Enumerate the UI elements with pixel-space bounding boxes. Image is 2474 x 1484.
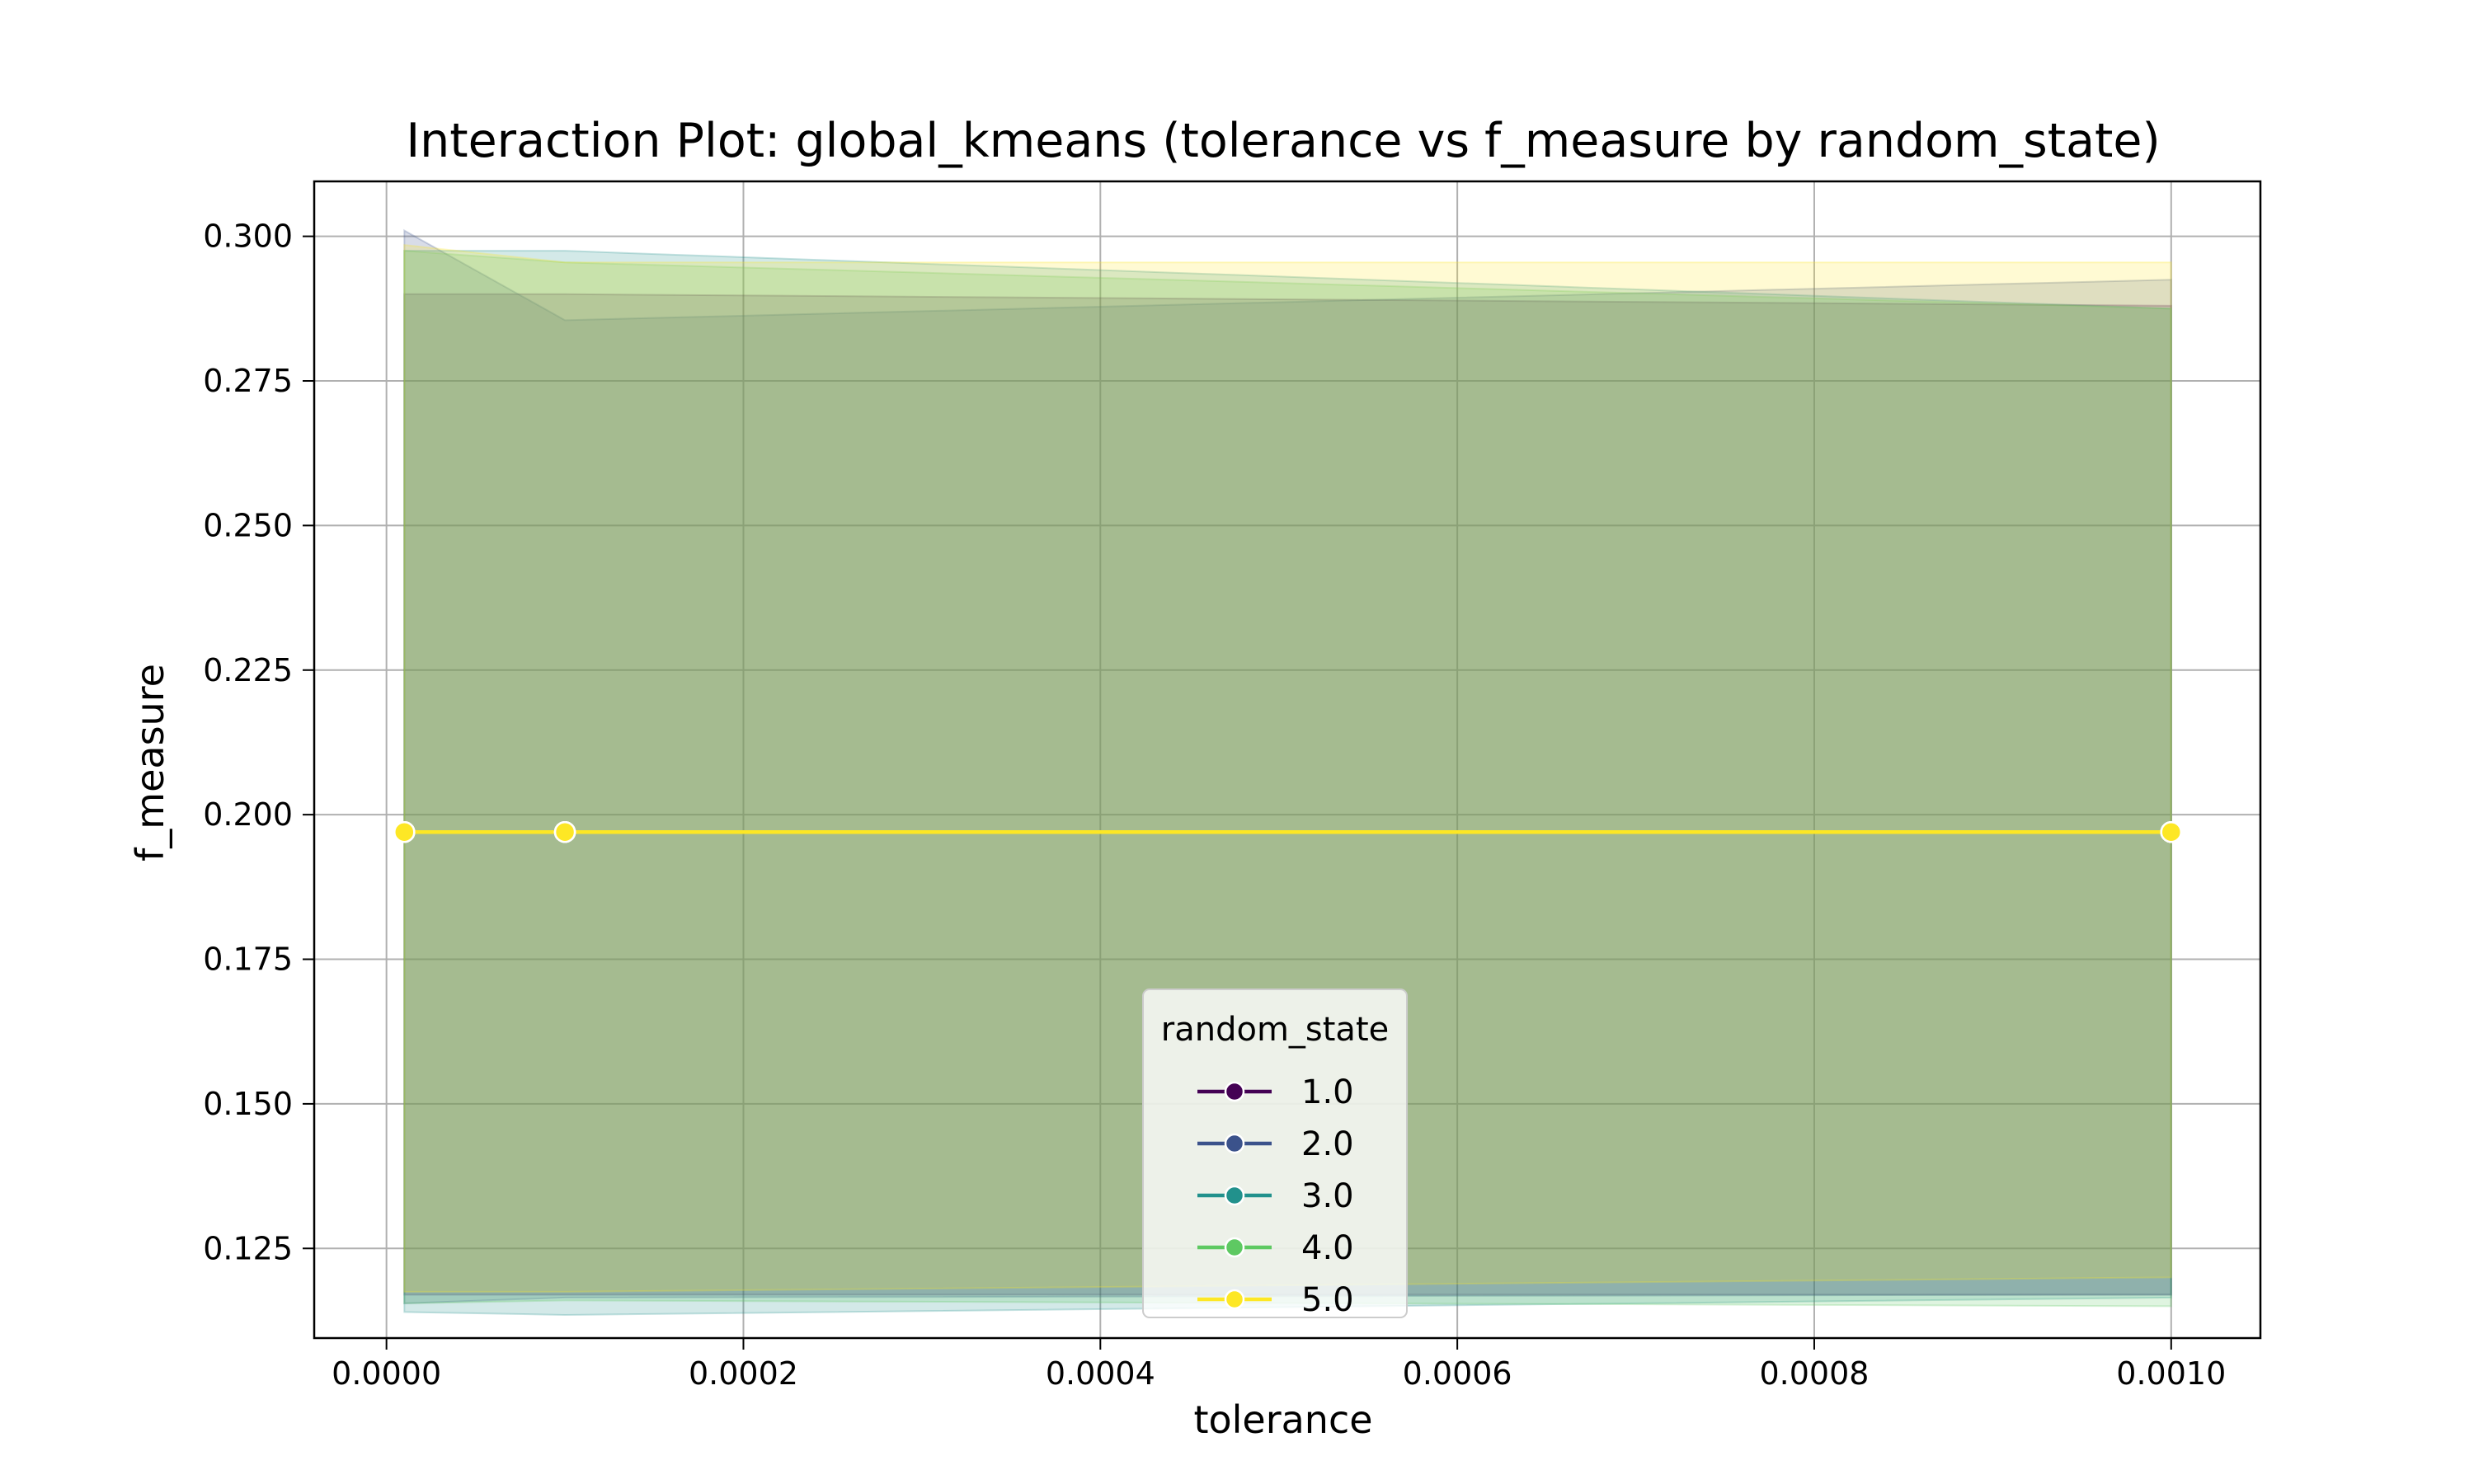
y-axis-label: f_measure (128, 664, 172, 862)
y-tick-label: 0.175 (203, 942, 293, 978)
y-tick-label: 0.250 (203, 507, 293, 543)
series-markers (393, 820, 2183, 843)
y-tick-label: 0.200 (203, 796, 293, 833)
y-tick-label: 0.125 (203, 1230, 293, 1266)
legend-swatch-marker-1.0 (1224, 1081, 1245, 1102)
x-tick-label: 0.0008 (1759, 1355, 1869, 1392)
legend-items: 1.0 2.0 3.0 4.0 5.0 (1197, 1073, 1354, 1319)
legend-label-1.0: 1.0 (1301, 1073, 1354, 1111)
data-point-5.0 (553, 820, 576, 843)
ci-band-2.0 (403, 228, 2172, 1304)
chart-title: Interaction Plot: global_kmeans (toleran… (406, 114, 2160, 168)
x-tick-label: 0.0000 (332, 1355, 441, 1392)
legend-label-2.0: 2.0 (1301, 1125, 1354, 1163)
legend-title: random_state (1161, 1011, 1389, 1049)
confidence-bands (403, 228, 2172, 1316)
y-tick-label: 0.150 (203, 1086, 293, 1122)
legend-swatch-marker-3.0 (1224, 1185, 1245, 1206)
plot-frame (313, 180, 2262, 1340)
axis-ticks: 0.0000 0.0002 0.0004 0.0006 0.0008 0.0010 0.12… (203, 218, 2226, 1392)
ci-band-3.0 (403, 250, 2172, 1316)
x-tick-label: 0.0004 (1046, 1355, 1155, 1392)
x-tick-label: 0.0010 (2116, 1355, 2226, 1392)
legend-swatch-marker-5.0 (1224, 1289, 1245, 1310)
legend-swatch-marker-2.0 (1224, 1133, 1245, 1154)
legend: random_state 1.0 2.0 3.0 4.0 5.0 (1142, 989, 1408, 1319)
grid-layer (314, 181, 2260, 1338)
data-point-5.0 (393, 820, 416, 843)
legend-label-5.0: 5.0 (1301, 1281, 1354, 1319)
data-point-5.0 (2160, 820, 2183, 843)
y-tick-label: 0.225 (203, 652, 293, 688)
legend-label-3.0: 3.0 (1301, 1177, 1354, 1215)
y-tick-label: 0.275 (203, 363, 293, 399)
ci-band-4.0 (403, 250, 2172, 1308)
x-axis-label: tolerance (1193, 1397, 1372, 1442)
legend-box (1142, 989, 1408, 1318)
legend-swatch-marker-4.0 (1224, 1237, 1245, 1258)
x-tick-label: 0.0006 (1403, 1355, 1512, 1392)
x-tick-label: 0.0002 (689, 1355, 798, 1392)
ci-band-5.0 (403, 244, 2172, 1293)
legend-label-4.0: 4.0 (1301, 1229, 1354, 1267)
y-tick-label: 0.300 (203, 218, 293, 255)
ci-band-1.0 (403, 293, 2172, 1296)
